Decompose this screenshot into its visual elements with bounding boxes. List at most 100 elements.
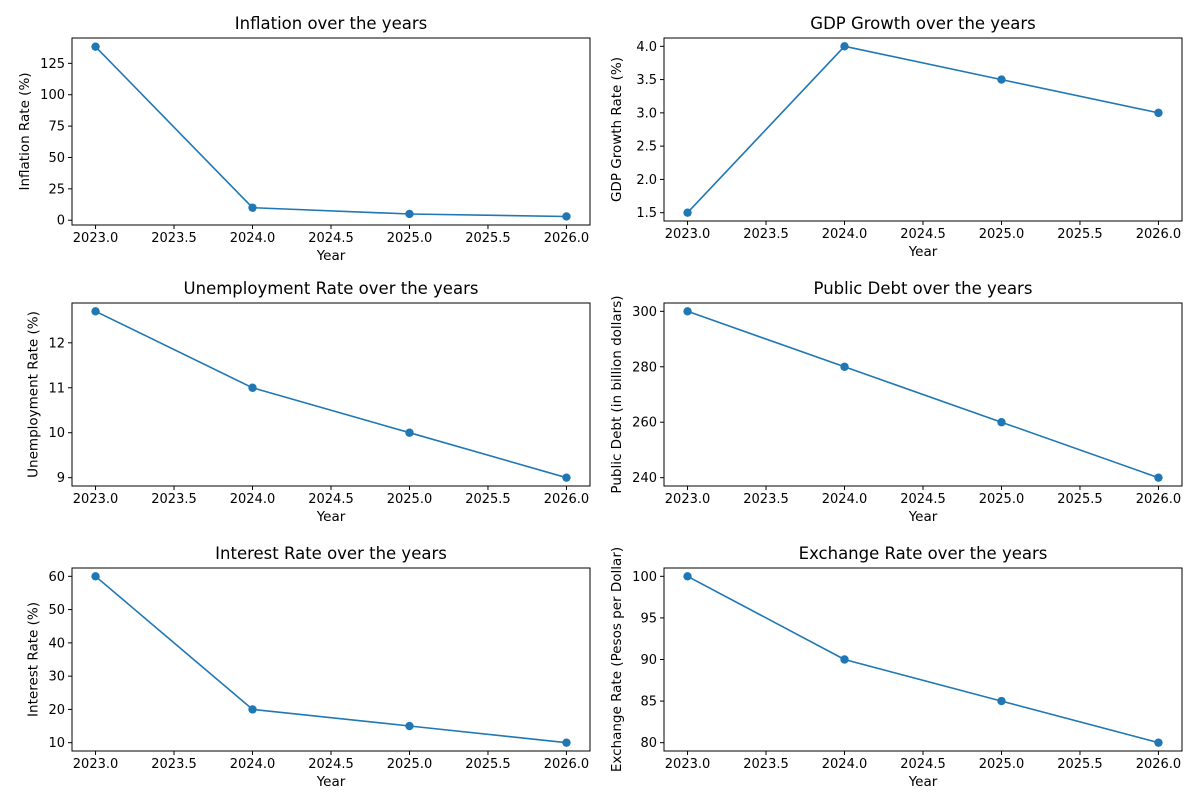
x-tick-label: 2023.0 xyxy=(73,231,119,246)
x-tick-label: 2023.0 xyxy=(665,757,711,772)
subplot-3: Unemployment Rate over the years 2023.0 20… xyxy=(25,279,591,525)
x-tick-label: 2024.0 xyxy=(230,757,276,772)
x-tick-label: 2023.5 xyxy=(151,757,197,772)
x-tick-label: 2024.5 xyxy=(308,757,354,772)
plot-frame xyxy=(663,567,1183,752)
x-tick-label: 2024.5 xyxy=(308,492,354,507)
series-line xyxy=(94,46,567,218)
chart-title: Exchange Rate over the years xyxy=(799,544,1048,563)
y-tick-label: 260 xyxy=(632,416,657,431)
x-tick-label: 2023.0 xyxy=(665,492,711,507)
x-tick-label: 2024.0 xyxy=(822,757,868,772)
x-tick-label: 2023.5 xyxy=(743,492,789,507)
subplot-5: Interest Rate over the years 2023.0 2023.5… xyxy=(25,544,591,790)
y-tick-label: 60 xyxy=(48,570,65,585)
y-tick-label: 100 xyxy=(632,570,657,585)
series-line xyxy=(687,310,1159,479)
data-point xyxy=(562,212,571,221)
y-tick-label: 9 xyxy=(57,471,65,486)
data-point xyxy=(562,738,571,747)
x-tick-label: 2024.0 xyxy=(822,227,868,242)
subplot-6: Exchange Rate over the years 2023.0 2023.5… xyxy=(609,544,1183,790)
x-axis-label: Year xyxy=(908,774,938,790)
x-tick-label: 2026.0 xyxy=(544,231,590,246)
data-point xyxy=(1154,473,1163,482)
x-tick-label: 2023.5 xyxy=(151,231,197,246)
y-tick-label: 30 xyxy=(48,670,65,685)
x-tick-label: 2023.0 xyxy=(73,757,119,772)
x-tick-label: 2025.0 xyxy=(979,757,1025,772)
y-axis-label: Interest Rate (%) xyxy=(25,602,41,717)
x-tick-label: 2024.0 xyxy=(230,492,276,507)
x-tick-label: 2026.0 xyxy=(544,757,590,772)
data-point xyxy=(1154,738,1163,747)
y-tick-label: 4.0 xyxy=(636,40,657,55)
x-tick-label: 2025.0 xyxy=(979,492,1025,507)
x-axis-label: Year xyxy=(316,509,346,525)
x-axis-label: Year xyxy=(908,509,938,525)
series-line xyxy=(687,575,1159,744)
chart-title: Unemployment Rate over the years xyxy=(184,279,479,298)
y-tick-label: 10 xyxy=(48,426,65,441)
y-tick-label: 50 xyxy=(48,151,65,166)
chart-title: GDP Growth over the years xyxy=(810,14,1035,33)
y-tick-label: 25 xyxy=(48,182,65,197)
y-tick-label: 75 xyxy=(48,120,65,135)
x-tick-label: 2025.5 xyxy=(465,492,511,507)
x-axis-label: Year xyxy=(316,774,346,790)
y-axis-label: GDP Growth Rate (%) xyxy=(609,57,625,202)
chart-title: Inflation over the years xyxy=(235,14,427,33)
plot-frame xyxy=(71,37,591,226)
y-tick-label: 280 xyxy=(632,360,657,375)
x-tick-label: 2024.0 xyxy=(230,231,276,246)
x-tick-label: 2026.0 xyxy=(1136,757,1182,772)
data-point xyxy=(405,428,414,437)
x-tick-label: 2025.5 xyxy=(465,231,511,246)
data-point xyxy=(997,418,1006,427)
data-point xyxy=(248,383,257,392)
x-tick-label: 2025.5 xyxy=(1057,492,1103,507)
y-tick-label: 100 xyxy=(40,88,65,103)
series-line xyxy=(95,310,567,479)
x-tick-label: 2025.0 xyxy=(387,231,433,246)
y-tick-label: 0 xyxy=(57,214,65,229)
y-tick-label: 3.5 xyxy=(636,73,657,88)
data-point xyxy=(997,75,1006,84)
x-tick-label: 2026.0 xyxy=(544,492,590,507)
series-line xyxy=(686,45,1159,214)
chart-title: Interest Rate over the years xyxy=(215,544,447,563)
y-tick-label: 11 xyxy=(48,381,65,396)
x-tick-label: 2026.0 xyxy=(1136,492,1182,507)
y-axis-label: Public Debt (in billion dollars) xyxy=(609,295,625,493)
y-tick-label: 240 xyxy=(632,471,657,486)
x-tick-label: 2025.0 xyxy=(387,757,433,772)
x-tick-label: 2023.0 xyxy=(73,492,119,507)
x-tick-label: 2024.5 xyxy=(900,757,946,772)
data-point xyxy=(248,203,257,212)
chart-title: Public Debt over the years xyxy=(814,279,1033,298)
series-line xyxy=(94,575,567,744)
data-point xyxy=(91,42,100,51)
plot-frame xyxy=(71,567,591,752)
x-tick-label: 2023.5 xyxy=(743,757,789,772)
data-point xyxy=(840,42,849,51)
y-tick-label: 2.5 xyxy=(636,140,657,155)
x-tick-label: 2024.5 xyxy=(308,231,354,246)
y-tick-label: 125 xyxy=(40,57,65,72)
data-point xyxy=(91,307,100,316)
data-point xyxy=(562,473,571,482)
x-tick-label: 2025.5 xyxy=(465,757,511,772)
data-point xyxy=(997,696,1006,706)
y-axis-label: Inflation Rate (%) xyxy=(17,72,33,190)
subplot-4: Public Debt over the years 2023.0 2023.5 20… xyxy=(609,279,1183,525)
x-tick-label: 2023.0 xyxy=(665,227,711,242)
y-tick-label: 12 xyxy=(48,336,65,351)
data-point xyxy=(405,721,414,731)
y-tick-label: 90 xyxy=(640,653,657,668)
y-tick-label: 1.5 xyxy=(636,206,657,221)
y-tick-label: 20 xyxy=(48,703,65,718)
y-tick-label: 40 xyxy=(48,636,65,651)
y-tick-label: 10 xyxy=(48,736,65,751)
data-point xyxy=(91,572,100,581)
